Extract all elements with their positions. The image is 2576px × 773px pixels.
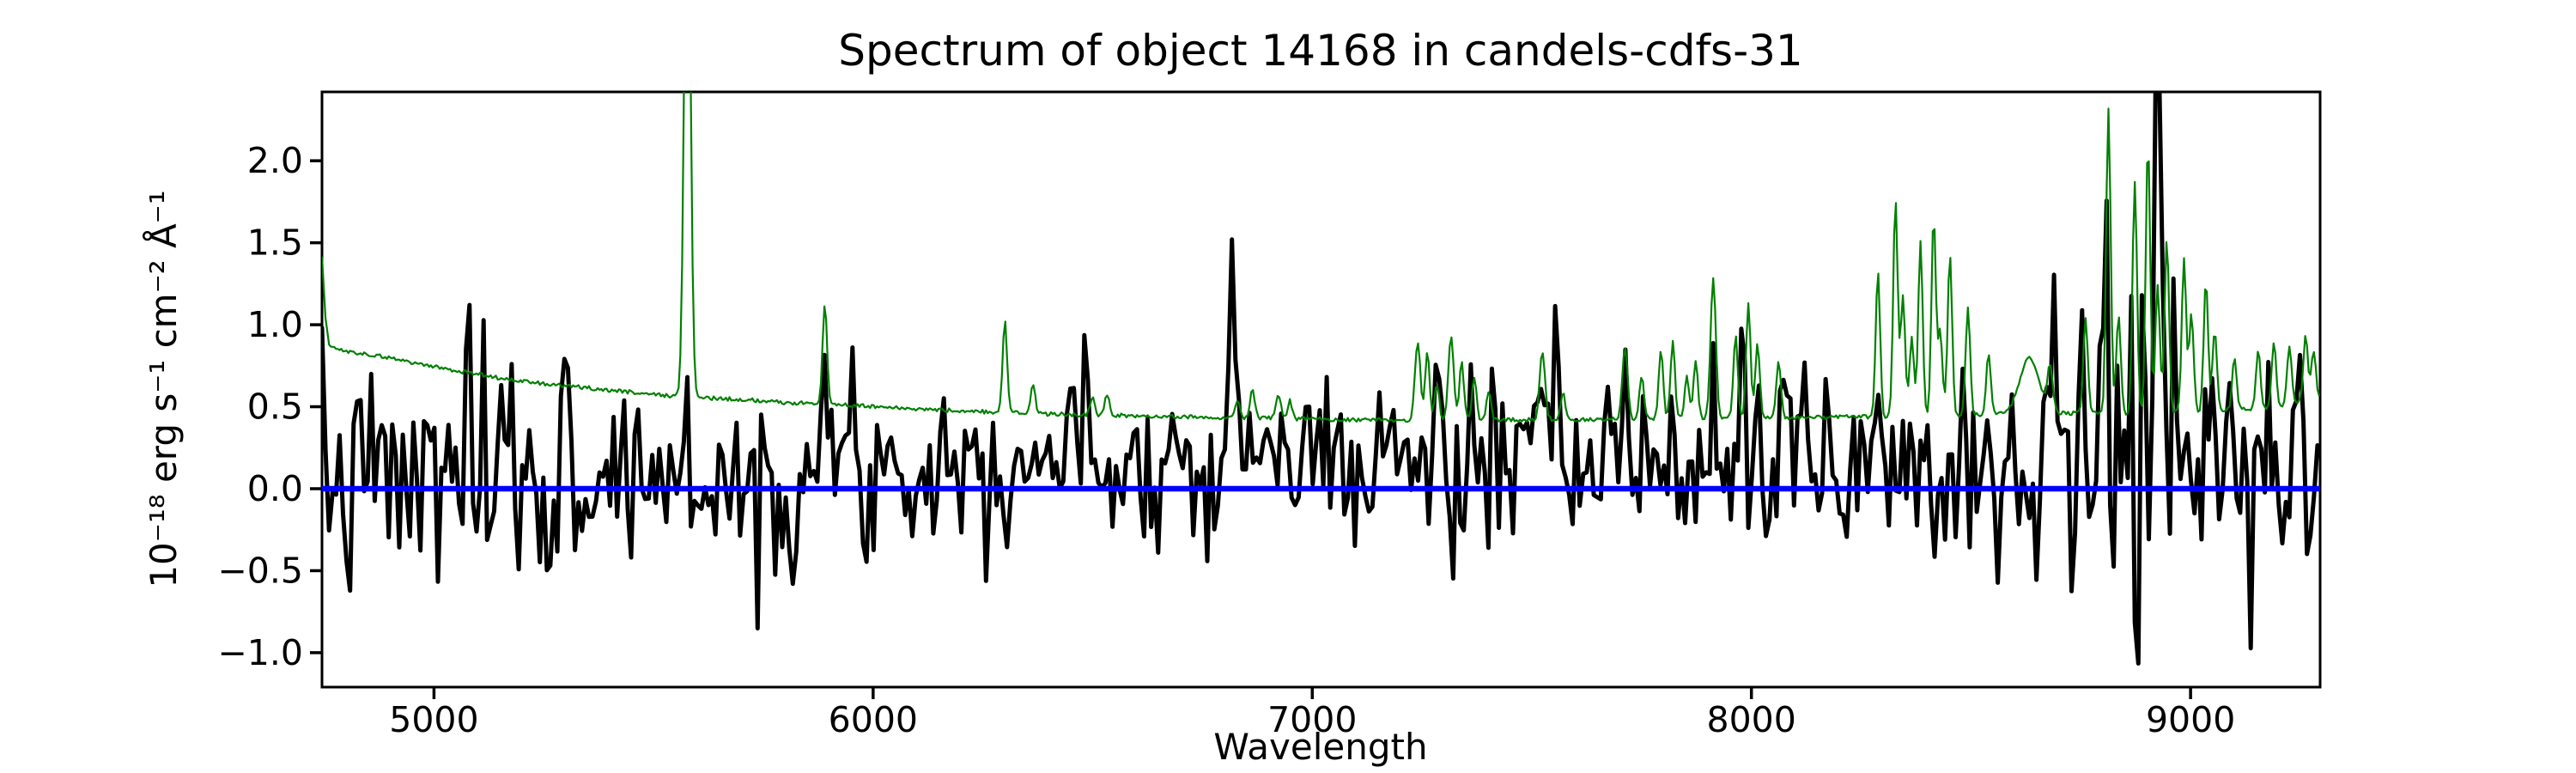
x-tick-label: 9000 — [2146, 699, 2235, 740]
x-tick-label: 5000 — [389, 699, 478, 740]
chart-title: Spectrum of object 14168 in candels-cdfs… — [838, 26, 1803, 76]
noise-sky-line — [322, 92, 2320, 423]
x-tick-label: 8000 — [1707, 699, 1796, 740]
y-axis-label: 10⁻¹⁸ erg s⁻¹ cm⁻² Å⁻¹ — [142, 190, 185, 587]
x-tick-label: 6000 — [829, 699, 918, 740]
ticks-layer: 5000 6000 7000 8000 9000 −1.0 −0.5 0.0 0.5 1.0 1.5… — [217, 140, 2235, 740]
y-tick-label: −0.5 — [217, 550, 303, 591]
plot-area-border — [320, 90, 2322, 689]
y-tick-label: 1.0 — [247, 304, 303, 345]
x-axis-label: Wavelength — [1213, 726, 1427, 768]
plot-data-layer — [322, 92, 2320, 666]
y-tick-label: 1.5 — [247, 222, 303, 264]
y-tick-label: 0.5 — [247, 386, 303, 428]
y-tick-label: −1.0 — [217, 632, 303, 673]
x-tick-label: 7000 — [1267, 699, 1357, 740]
y-tick-label: 2.0 — [247, 140, 303, 181]
y-tick-label: 0.0 — [247, 468, 303, 509]
